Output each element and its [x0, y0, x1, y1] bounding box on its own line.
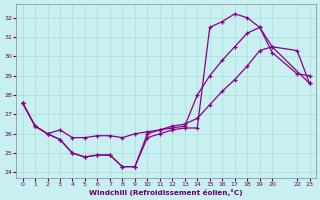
X-axis label: Windchill (Refroidissement éolien,°C): Windchill (Refroidissement éolien,°C)	[89, 189, 243, 196]
